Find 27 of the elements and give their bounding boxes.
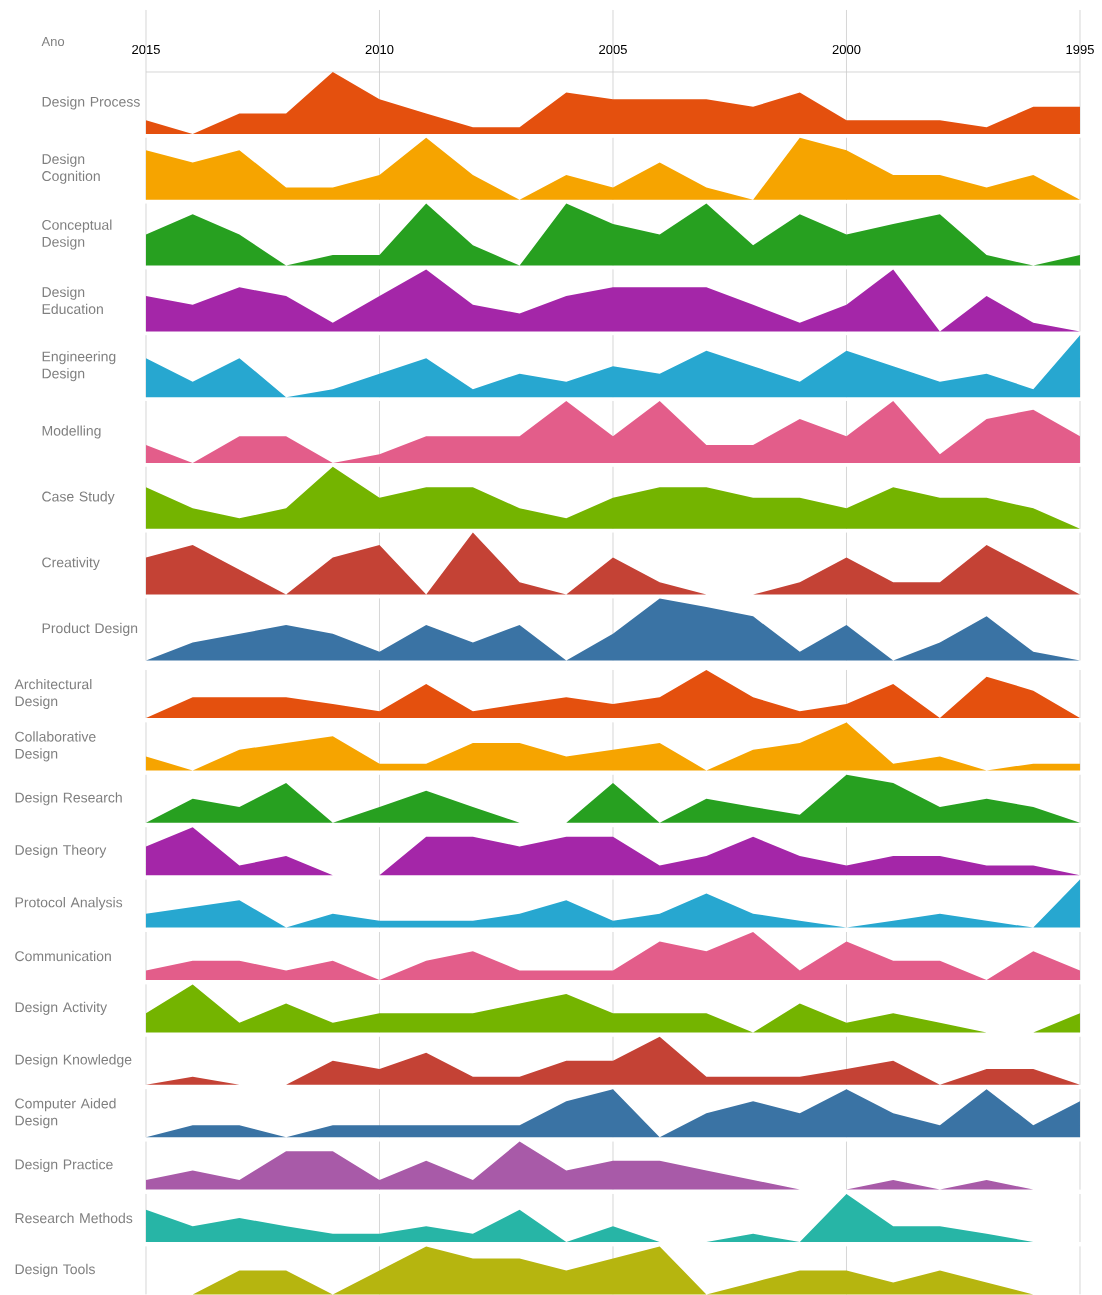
y-axis-title: Design Cognition <box>42 153 100 184</box>
x-axis-title: Ano <box>41 37 65 47</box>
y-axis-title: Design Activity <box>15 1001 108 1015</box>
y-axis-title: Design Education <box>42 286 103 315</box>
x-tick-label: 2015 <box>132 44 160 55</box>
y-axis-title: Design Research <box>15 792 122 806</box>
x-tick-label: 2005 <box>599 44 627 55</box>
y-axis-title: Design Knowledge <box>15 1054 132 1068</box>
x-tick-label: 1995 <box>1066 44 1094 55</box>
y-axis-title: Communication <box>15 950 111 962</box>
y-axis-title: Design Tools <box>15 1263 95 1277</box>
y-axis-title: Modelling <box>42 425 101 439</box>
y-axis-title: Case Study <box>42 491 115 505</box>
y-axis-title: Research Methods <box>15 1212 133 1224</box>
y-axis-title: Creativity <box>42 557 100 571</box>
y-axis-title: Engineering Design <box>42 351 116 382</box>
y-axis-title: Protocol Analysis <box>15 897 123 911</box>
y-axis-title: Product Design <box>42 622 138 636</box>
x-tick-label: 2000 <box>832 44 861 55</box>
y-axis-title: Collaborative Design <box>15 731 96 762</box>
y-axis-title: Design Process <box>42 96 140 110</box>
y-axis-title: Architectural Design <box>14 678 92 710</box>
y-axis-title: Design Theory <box>15 844 107 858</box>
y-axis-title: Design Practice <box>15 1159 113 1173</box>
x-tick-label: 2010 <box>365 44 394 55</box>
y-axis-title: Conceptual Design <box>42 219 112 250</box>
y-axis-title: Computer Aided Design <box>15 1098 116 1129</box>
